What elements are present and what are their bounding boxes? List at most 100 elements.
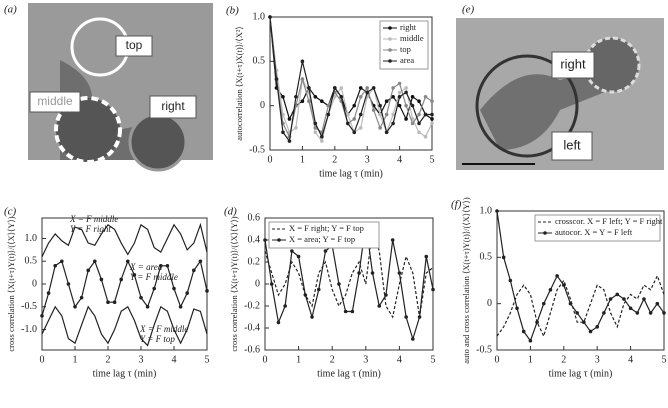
data-point bbox=[582, 320, 586, 325]
y-tick-label: 0 bbox=[260, 100, 265, 111]
data-point bbox=[66, 282, 71, 286]
data-point bbox=[417, 99, 421, 104]
data-point bbox=[548, 287, 553, 292]
data-point bbox=[119, 277, 123, 282]
data-point bbox=[628, 306, 633, 311]
y-tick-label: -0.2 bbox=[244, 300, 260, 311]
x-tick-label: 5 bbox=[431, 354, 436, 365]
data-point bbox=[535, 320, 539, 325]
data-point bbox=[430, 112, 434, 117]
x-tick-label: 0 bbox=[268, 154, 273, 165]
y-tick-label: -0.5 bbox=[476, 344, 492, 355]
data-point bbox=[378, 103, 382, 108]
data-point bbox=[274, 77, 279, 81]
data-point bbox=[307, 86, 311, 90]
data-point bbox=[365, 86, 370, 90]
series-annotation: Y = F middle bbox=[130, 272, 178, 282]
image-panel-a: (a) top middle right bbox=[4, 3, 213, 172]
data-point bbox=[521, 329, 526, 334]
data-point bbox=[622, 297, 626, 301]
data-point bbox=[303, 293, 308, 297]
data-point bbox=[40, 314, 44, 318]
x-tick-label: 3 bbox=[363, 354, 368, 365]
x-tick-label: 0 bbox=[263, 354, 268, 365]
region-label: right bbox=[560, 56, 586, 71]
legend-label: area bbox=[400, 55, 414, 65]
legend-marker bbox=[388, 37, 392, 41]
cell-body bbox=[480, 70, 610, 150]
x-tick-label: 3 bbox=[595, 354, 600, 365]
x-tick-label: 2 bbox=[561, 354, 566, 365]
data-point bbox=[431, 287, 435, 292]
region-right bbox=[128, 112, 188, 172]
data-point bbox=[99, 277, 104, 282]
data-point bbox=[404, 90, 408, 95]
x-tick-label: 5 bbox=[662, 354, 667, 365]
data-point bbox=[310, 315, 314, 319]
x-tick-label: 1 bbox=[73, 354, 78, 365]
data-point bbox=[268, 15, 272, 19]
panel-label: (e) bbox=[462, 4, 475, 16]
data-point bbox=[185, 291, 189, 295]
data-point bbox=[337, 282, 341, 286]
data-point bbox=[365, 90, 370, 95]
data-point bbox=[320, 134, 324, 139]
data-point bbox=[323, 249, 328, 253]
legend-marker bbox=[277, 238, 281, 242]
x-tick-label: 4 bbox=[397, 354, 402, 365]
y-axis-label: auto and cross correlation ⟨X(t+τ)Y(t)⟩/… bbox=[461, 197, 471, 364]
x-axis-label: time lag τ (min) bbox=[549, 368, 613, 379]
data-point bbox=[165, 263, 170, 268]
data-point bbox=[339, 86, 344, 90]
y-tick-label: 0.4 bbox=[248, 234, 261, 245]
data-point bbox=[410, 95, 415, 99]
data-point bbox=[320, 139, 324, 143]
data-point bbox=[417, 315, 422, 319]
legend-label: crosscor. X = F left; Y = F right bbox=[555, 216, 663, 226]
data-point bbox=[159, 263, 163, 268]
data-point bbox=[410, 121, 415, 126]
x-tick-label: 5 bbox=[205, 354, 210, 365]
label-box bbox=[551, 131, 593, 161]
y-tick-label: -0.5 bbox=[21, 301, 37, 312]
data-point bbox=[575, 311, 579, 315]
data-point bbox=[397, 90, 402, 95]
data-point bbox=[307, 99, 311, 104]
data-point bbox=[391, 112, 395, 117]
region-label: left bbox=[563, 137, 581, 152]
data-point bbox=[371, 86, 376, 90]
series-annotation: X = F middle bbox=[69, 214, 118, 224]
data-point bbox=[424, 254, 429, 259]
panel-label: (b) bbox=[226, 5, 239, 17]
y-tick-label: -0.4 bbox=[244, 322, 260, 333]
data-point bbox=[294, 95, 298, 99]
data-point bbox=[384, 293, 388, 297]
panel-label: (c) bbox=[4, 206, 17, 218]
data-point bbox=[562, 283, 566, 287]
data-point bbox=[515, 306, 519, 311]
data-point bbox=[358, 95, 363, 99]
y-tick-label: 0 bbox=[487, 298, 492, 309]
data-point bbox=[287, 117, 292, 121]
x-tick-label: 1 bbox=[528, 354, 533, 365]
data-point bbox=[430, 99, 434, 104]
data-point bbox=[343, 309, 348, 314]
legend-box bbox=[534, 214, 661, 242]
legend-marker bbox=[388, 26, 392, 30]
x-tick-label: 2 bbox=[330, 354, 335, 365]
y-tick-label: 0 bbox=[32, 278, 37, 289]
data-point bbox=[404, 86, 408, 90]
data-point bbox=[178, 304, 183, 309]
data-point bbox=[276, 320, 281, 325]
y-axis-label: cross correlation ⟨X(t+τ)Y(t)⟩/(⟨X⟩⟨Y⟩) bbox=[229, 216, 239, 351]
data-point bbox=[345, 121, 350, 126]
data-point bbox=[655, 301, 660, 306]
data-point bbox=[300, 99, 305, 104]
data-point bbox=[404, 315, 408, 319]
data-point bbox=[602, 311, 606, 315]
data-point bbox=[423, 134, 428, 139]
data-point bbox=[320, 99, 324, 104]
y-tick-label: 0.6 bbox=[248, 212, 261, 223]
region-left bbox=[475, 54, 579, 158]
data-point bbox=[281, 95, 285, 99]
